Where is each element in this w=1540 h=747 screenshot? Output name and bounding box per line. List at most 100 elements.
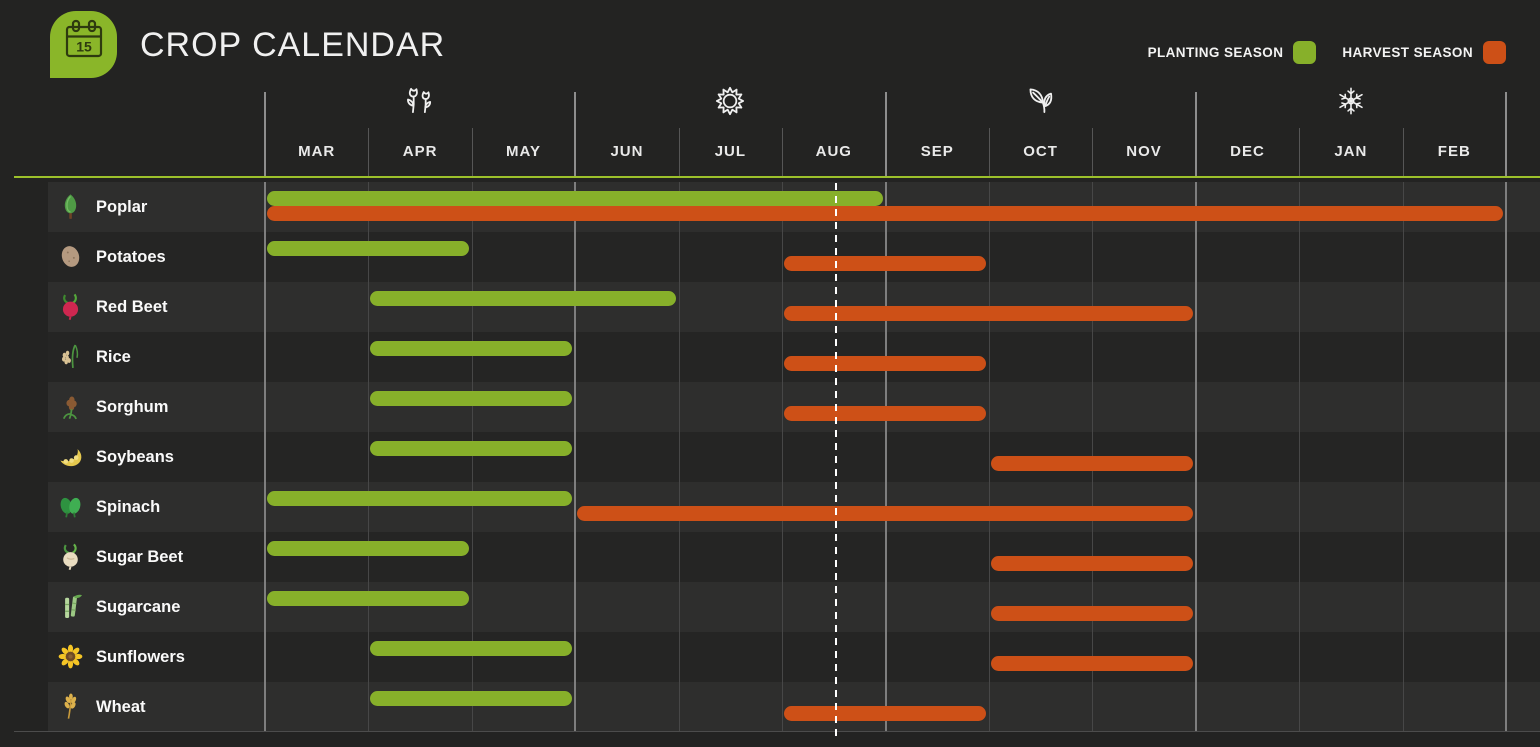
planting-season-bar <box>370 291 676 306</box>
spring-flowers-icon <box>401 82 439 120</box>
table-row-background <box>48 532 1540 582</box>
month-label-jun: JUN <box>610 143 644 160</box>
month-label-nov: NOV <box>1126 143 1162 160</box>
planting-season-bar <box>370 341 573 356</box>
svg-text:15: 15 <box>76 39 92 55</box>
sorghum-icon <box>57 393 84 420</box>
month-label-dec: DEC <box>1230 143 1265 160</box>
season-boundary-tick <box>1505 92 1507 176</box>
season-gridline <box>885 182 887 731</box>
crop-name-label: Sorghum <box>96 398 169 416</box>
table-row-background <box>48 582 1540 632</box>
month-label-jan: JAN <box>1334 143 1368 160</box>
legend-label-planting: PLANTING SEASON <box>1147 45 1284 60</box>
season-gridline <box>574 182 576 731</box>
autumn-leaves-icon <box>1022 82 1060 120</box>
harvest-season-swatch <box>1483 41 1506 64</box>
month-label-jul: JUL <box>714 143 747 160</box>
planting-season-bar <box>370 391 573 406</box>
month-gridline <box>1403 182 1404 731</box>
season-gridline <box>264 182 266 731</box>
season-boundary-tick <box>264 92 266 176</box>
month-boundary-tick <box>989 128 990 176</box>
month-label-feb: FEB <box>1437 143 1471 160</box>
harvest-season-bar <box>577 506 1193 521</box>
app-logo: 15 <box>50 11 117 78</box>
month-gridline <box>679 182 680 731</box>
crop-name-label: Sunflowers <box>96 648 185 666</box>
crop-name-label: Poplar <box>96 198 148 216</box>
crop-name-label: Wheat <box>96 698 146 716</box>
season-gridline <box>1505 182 1507 731</box>
legend-item-harvest: HARVEST SEASON <box>1342 41 1506 64</box>
legend: PLANTING SEASON HARVEST SEASON <box>1148 41 1506 64</box>
month-gridline <box>1299 182 1300 731</box>
harvest-season-bar <box>784 306 1193 321</box>
sunflower-icon <box>57 643 84 670</box>
month-label-aug: AUG <box>815 143 852 160</box>
red-beet-icon <box>57 293 84 320</box>
winter-snowflake-icon <box>1332 82 1370 120</box>
crop-name-label: Sugarcane <box>96 598 181 616</box>
season-boundary-tick <box>574 92 576 176</box>
month-gridline <box>368 182 369 731</box>
potato-icon <box>57 243 84 270</box>
month-boundary-tick <box>472 128 473 176</box>
month-gridline <box>782 182 783 731</box>
month-boundary-tick <box>679 128 680 176</box>
rice-plant-icon <box>57 343 84 370</box>
crop-name-label: Red Beet <box>96 298 168 316</box>
planting-season-swatch <box>1293 41 1317 64</box>
month-gridline <box>472 182 473 731</box>
month-gridline <box>989 182 990 731</box>
harvest-season-bar <box>990 656 1193 671</box>
planting-season-bar <box>267 591 469 606</box>
harvest-season-bar <box>784 706 986 721</box>
planting-season-bar <box>267 541 469 556</box>
crop-name-label: Spinach <box>96 498 161 516</box>
sugar-beet-icon <box>57 543 84 570</box>
harvest-season-bar <box>990 556 1193 571</box>
planting-season-bar <box>267 241 469 256</box>
soybeans-icon <box>57 443 84 470</box>
summer-sun-icon <box>711 82 749 120</box>
crop-name-label: Rice <box>96 348 131 366</box>
month-label-apr: APR <box>402 143 438 160</box>
month-boundary-tick <box>1403 128 1404 176</box>
season-gridline <box>1195 182 1197 731</box>
season-boundary-tick <box>885 92 887 176</box>
month-label-mar: MAR <box>298 143 336 160</box>
table-row-background <box>48 632 1540 682</box>
month-boundary-tick <box>782 128 783 176</box>
page-title: CROP CALENDAR <box>140 26 446 64</box>
header-separator-line <box>14 176 1540 178</box>
crop-name-label: Potatoes <box>96 248 166 266</box>
sugarcane-icon <box>57 593 84 620</box>
planting-season-bar <box>370 441 573 456</box>
harvest-season-bar <box>784 356 986 371</box>
planting-season-bar <box>267 191 883 206</box>
spinach-icon <box>57 493 84 520</box>
planting-season-bar <box>370 641 573 656</box>
harvest-season-bar <box>990 456 1193 471</box>
legend-label-harvest: HARVEST SEASON <box>1342 45 1473 60</box>
crop-name-label: Soybeans <box>96 448 174 466</box>
month-boundary-tick <box>1299 128 1300 176</box>
month-label-oct: OCT <box>1023 143 1058 160</box>
planting-season-bar <box>370 691 573 706</box>
month-label-may: MAY <box>506 143 542 160</box>
harvest-season-bar <box>267 206 1503 221</box>
harvest-season-bar <box>990 606 1193 621</box>
planting-season-bar <box>267 491 573 506</box>
month-boundary-tick <box>368 128 369 176</box>
month-label-sep: SEP <box>920 143 954 160</box>
today-marker-line <box>834 183 837 742</box>
legend-item-planting: PLANTING SEASON <box>1148 41 1317 64</box>
harvest-season-bar <box>784 406 986 421</box>
poplar-tree-icon <box>57 193 84 220</box>
table-row-background <box>48 432 1540 482</box>
month-boundary-tick <box>1092 128 1093 176</box>
crop-name-label: Sugar Beet <box>96 548 184 566</box>
calendar-icon: 15 <box>51 9 117 80</box>
